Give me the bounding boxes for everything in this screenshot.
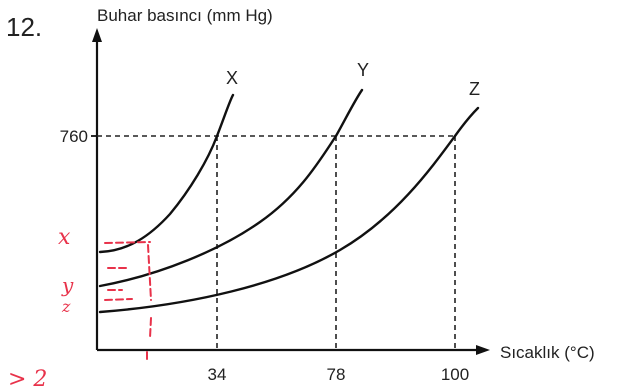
y-tick-label-760: 760: [60, 127, 88, 146]
question-number: 12.: [6, 12, 42, 42]
axes: [92, 28, 490, 355]
hand-label-z: z: [61, 297, 71, 316]
series-label-x: X: [226, 68, 238, 88]
tick-labels: 34 78 100 760: [60, 127, 470, 384]
x-tick-label-100: 100: [441, 365, 469, 384]
series-label-z: Z: [469, 79, 480, 99]
x-tick-label-34: 34: [208, 365, 227, 384]
hand-label-y: y: [61, 273, 74, 297]
handwritten-annotations: xyz > 2: [8, 225, 152, 391]
x-tick-label-78: 78: [327, 365, 346, 384]
hand-mark-4: [149, 317, 152, 339]
hand-label-x: x: [58, 225, 71, 250]
hand-margin-note: > 2: [8, 367, 47, 391]
curve-x: [98, 93, 235, 254]
hand-mark-3: [147, 244, 152, 301]
curve-z: [98, 106, 480, 314]
reference-lines: [91, 135, 456, 350]
series-label-y: Y: [357, 60, 369, 80]
x-axis-arrow: [476, 345, 490, 355]
y-axis-label: Buhar basıncı (mm Hg): [97, 6, 273, 25]
hand-mark-2: [104, 298, 133, 301]
curve-y: [98, 88, 364, 288]
curves: X Y Z: [98, 60, 480, 314]
y-axis-arrow: [92, 28, 102, 42]
x-axis-label: Sıcaklık (°C): [500, 343, 595, 362]
hand-mark-0: [104, 241, 151, 244]
